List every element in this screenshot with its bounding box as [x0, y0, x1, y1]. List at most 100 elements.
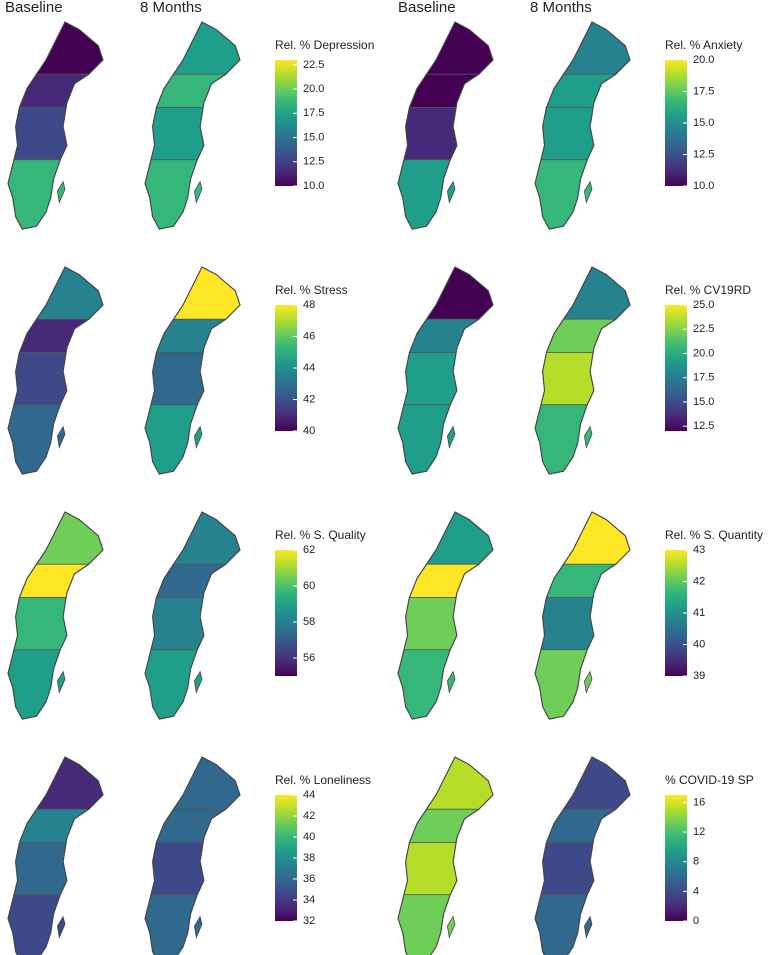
region	[535, 757, 631, 810]
column-header: 8 Months	[140, 0, 202, 16]
colorbar-tick-label: 12.5	[693, 420, 714, 432]
map	[144, 21, 241, 230]
colorbar-tick-label: 42	[303, 810, 315, 822]
legend-title: Rel. % Depression	[275, 38, 374, 52]
region	[8, 597, 104, 651]
region	[398, 512, 494, 565]
region	[145, 597, 241, 651]
colorbar-tick-label: 16	[693, 796, 705, 808]
region	[398, 757, 494, 810]
map-outline	[397, 21, 494, 230]
map	[397, 21, 494, 230]
island	[584, 425, 593, 449]
legend-title: Rel. % Stress	[275, 283, 348, 297]
region	[398, 404, 494, 475]
region	[535, 22, 631, 75]
map-outline	[397, 756, 494, 955]
region	[535, 318, 631, 353]
colorbar-tick-label: 17.5	[693, 85, 714, 97]
map-regions	[145, 512, 241, 720]
region	[8, 757, 104, 810]
island	[194, 180, 203, 204]
region	[535, 512, 631, 565]
colorbar-tick-label: 17.5	[303, 107, 324, 119]
island	[447, 425, 456, 449]
region	[535, 352, 631, 406]
colorbar-tick-label: 17.5	[693, 372, 714, 384]
region	[8, 159, 104, 230]
region	[398, 22, 494, 75]
colorbar	[665, 60, 687, 186]
map	[534, 21, 631, 230]
region	[398, 73, 494, 108]
headers: Baseline 8 Months Baseline 8 Months	[5, 0, 592, 16]
region	[8, 512, 104, 565]
map-regions	[535, 757, 631, 955]
colorbar-tick-label: 32	[303, 915, 315, 927]
legend-title: Rel. % CV19RD	[665, 283, 751, 297]
colorbar	[665, 550, 687, 676]
region	[535, 563, 631, 598]
region	[8, 404, 104, 475]
column-header: Baseline	[5, 0, 63, 16]
map-outline	[7, 21, 104, 230]
colorbar-tick-label: 20.0	[693, 347, 714, 359]
map	[7, 21, 104, 230]
region	[398, 352, 494, 406]
colorbar-tick-label: 20.0	[303, 83, 324, 95]
map	[144, 266, 241, 475]
island	[57, 670, 66, 694]
colorbar-tick-label: 40	[303, 831, 315, 843]
region	[398, 318, 494, 353]
colorbar	[275, 305, 297, 431]
region	[8, 22, 104, 75]
region	[145, 808, 241, 843]
region	[8, 318, 104, 353]
region	[8, 842, 104, 896]
map-outline	[144, 756, 241, 955]
region	[145, 649, 241, 720]
island	[57, 915, 66, 939]
colorbar-tick-label: 12	[693, 826, 705, 838]
legend-title: Rel. % S. Quantity	[665, 528, 763, 542]
column-header: 8 Months	[530, 0, 592, 16]
map	[534, 756, 631, 955]
colorbar	[275, 795, 297, 921]
map-outline	[534, 266, 631, 475]
map-regions	[145, 267, 241, 475]
colorbar-tick-label: 4	[693, 885, 699, 897]
region	[145, 894, 241, 955]
map	[144, 756, 241, 955]
region	[145, 757, 241, 810]
region	[535, 107, 631, 161]
region	[398, 107, 494, 161]
map-regions	[8, 512, 104, 720]
colorbar-tick-label: 58	[303, 616, 315, 628]
colorbar-tick-label: 12.5	[303, 156, 324, 168]
region	[145, 512, 241, 565]
map-outline	[534, 756, 631, 955]
region	[398, 597, 494, 651]
legend-title: Rel. % Loneliness	[275, 773, 371, 787]
colorbar-tick-label: 40	[693, 638, 705, 650]
map	[7, 756, 104, 955]
colorbar-tick-label: 38	[303, 852, 315, 864]
region	[535, 808, 631, 843]
colorbar	[665, 305, 687, 431]
map-regions	[145, 757, 241, 955]
region	[398, 842, 494, 896]
region	[145, 73, 241, 108]
colorbar-tick-label: 22.5	[303, 59, 324, 71]
colorbar-tick-label: 25.0	[693, 299, 714, 311]
map-outline	[534, 511, 631, 720]
map	[397, 511, 494, 720]
region	[145, 22, 241, 75]
map	[534, 511, 631, 720]
map	[7, 511, 104, 720]
map	[144, 511, 241, 720]
colorbar-tick-label: 34	[303, 894, 315, 906]
region	[8, 563, 104, 598]
island	[447, 180, 456, 204]
region	[398, 894, 494, 955]
